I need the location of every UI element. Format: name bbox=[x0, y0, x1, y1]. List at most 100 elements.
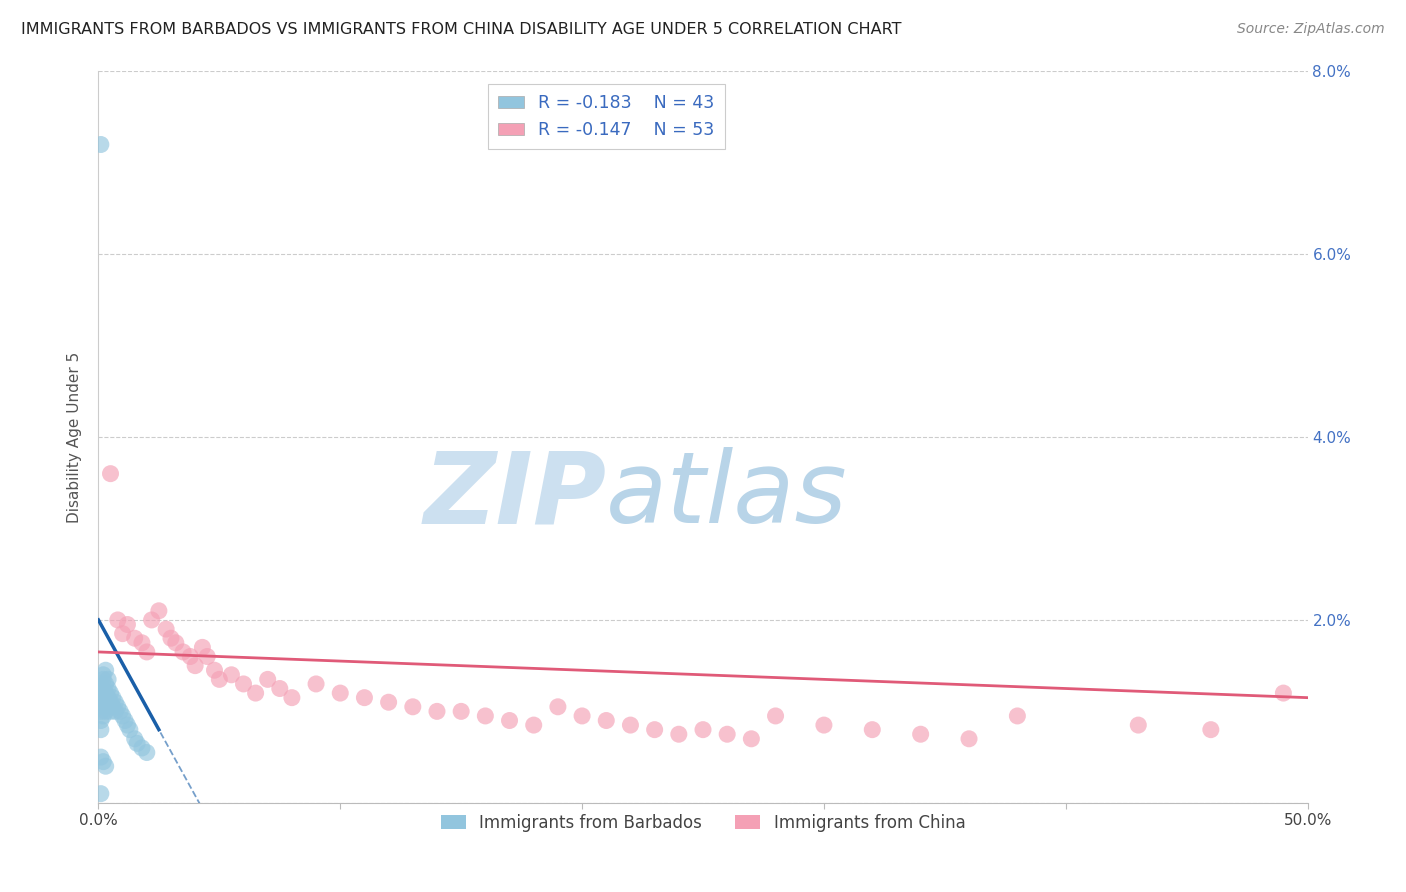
Point bbox=[256, 673, 278, 687]
Point bbox=[595, 714, 617, 728]
Point bbox=[90, 723, 112, 737]
Point bbox=[910, 727, 932, 741]
Point bbox=[305, 677, 328, 691]
Point bbox=[184, 658, 207, 673]
Point bbox=[644, 723, 666, 737]
Point bbox=[90, 750, 112, 764]
Point bbox=[97, 699, 120, 714]
Point bbox=[765, 709, 787, 723]
Point bbox=[1199, 723, 1222, 737]
Point bbox=[148, 604, 170, 618]
Point bbox=[716, 727, 738, 741]
Point bbox=[91, 667, 114, 681]
Point bbox=[450, 705, 472, 719]
Point bbox=[107, 699, 129, 714]
Legend: Immigrants from Barbados, Immigrants from China: Immigrants from Barbados, Immigrants fro… bbox=[434, 807, 972, 838]
Point bbox=[97, 690, 120, 705]
Point bbox=[131, 740, 153, 755]
Point bbox=[118, 723, 141, 737]
Point bbox=[104, 705, 127, 719]
Point bbox=[100, 686, 122, 700]
Point bbox=[571, 709, 593, 723]
Point bbox=[547, 699, 569, 714]
Point bbox=[100, 705, 122, 719]
Y-axis label: Disability Age Under 5: Disability Age Under 5 bbox=[67, 351, 83, 523]
Point bbox=[100, 467, 122, 481]
Text: atlas: atlas bbox=[606, 447, 848, 544]
Point bbox=[91, 686, 114, 700]
Point bbox=[329, 686, 352, 700]
Point bbox=[204, 663, 226, 677]
Point bbox=[474, 709, 496, 723]
Point bbox=[353, 690, 375, 705]
Point bbox=[90, 787, 112, 801]
Point bbox=[957, 731, 980, 746]
Point bbox=[1128, 718, 1150, 732]
Point bbox=[90, 137, 112, 152]
Point bbox=[135, 645, 157, 659]
Point bbox=[90, 714, 112, 728]
Point bbox=[269, 681, 291, 696]
Point bbox=[111, 626, 134, 640]
Point bbox=[94, 663, 117, 677]
Point bbox=[131, 636, 153, 650]
Point bbox=[91, 699, 114, 714]
Point bbox=[107, 613, 129, 627]
Point bbox=[1272, 686, 1295, 700]
Point bbox=[94, 695, 117, 709]
Point bbox=[104, 695, 127, 709]
Point bbox=[232, 677, 254, 691]
Point bbox=[91, 709, 114, 723]
Point bbox=[124, 731, 146, 746]
Point bbox=[94, 677, 117, 691]
Point bbox=[117, 617, 139, 632]
Point bbox=[141, 613, 163, 627]
Point bbox=[160, 632, 183, 646]
Point bbox=[97, 681, 120, 696]
Point bbox=[90, 677, 112, 691]
Point bbox=[90, 705, 112, 719]
Point bbox=[111, 709, 134, 723]
Point bbox=[172, 645, 194, 659]
Point bbox=[426, 705, 449, 719]
Point bbox=[124, 632, 146, 646]
Point bbox=[191, 640, 214, 655]
Point bbox=[498, 714, 520, 728]
Point bbox=[692, 723, 714, 737]
Point bbox=[91, 690, 114, 705]
Point bbox=[813, 718, 835, 732]
Point bbox=[377, 695, 399, 709]
Point bbox=[90, 681, 112, 696]
Text: Source: ZipAtlas.com: Source: ZipAtlas.com bbox=[1237, 22, 1385, 37]
Point bbox=[523, 718, 546, 732]
Point bbox=[94, 686, 117, 700]
Point bbox=[101, 699, 124, 714]
Point bbox=[740, 731, 762, 746]
Point bbox=[245, 686, 267, 700]
Point bbox=[860, 723, 883, 737]
Point bbox=[165, 636, 187, 650]
Point bbox=[281, 690, 304, 705]
Point bbox=[668, 727, 690, 741]
Point bbox=[97, 673, 120, 687]
Point bbox=[135, 746, 157, 760]
Point bbox=[221, 667, 243, 681]
Point bbox=[101, 690, 124, 705]
Point bbox=[94, 705, 117, 719]
Point bbox=[127, 736, 149, 750]
Point bbox=[1007, 709, 1029, 723]
Point bbox=[402, 699, 425, 714]
Point bbox=[179, 649, 201, 664]
Point bbox=[90, 695, 112, 709]
Point bbox=[91, 673, 114, 687]
Point bbox=[100, 695, 122, 709]
Point bbox=[195, 649, 218, 664]
Text: IMMIGRANTS FROM BARBADOS VS IMMIGRANTS FROM CHINA DISABILITY AGE UNDER 5 CORRELA: IMMIGRANTS FROM BARBADOS VS IMMIGRANTS F… bbox=[21, 22, 901, 37]
Point bbox=[208, 673, 231, 687]
Point bbox=[94, 759, 117, 773]
Point bbox=[91, 755, 114, 769]
Text: ZIP: ZIP bbox=[423, 447, 606, 544]
Point bbox=[155, 622, 177, 636]
Point bbox=[619, 718, 641, 732]
Point bbox=[108, 705, 131, 719]
